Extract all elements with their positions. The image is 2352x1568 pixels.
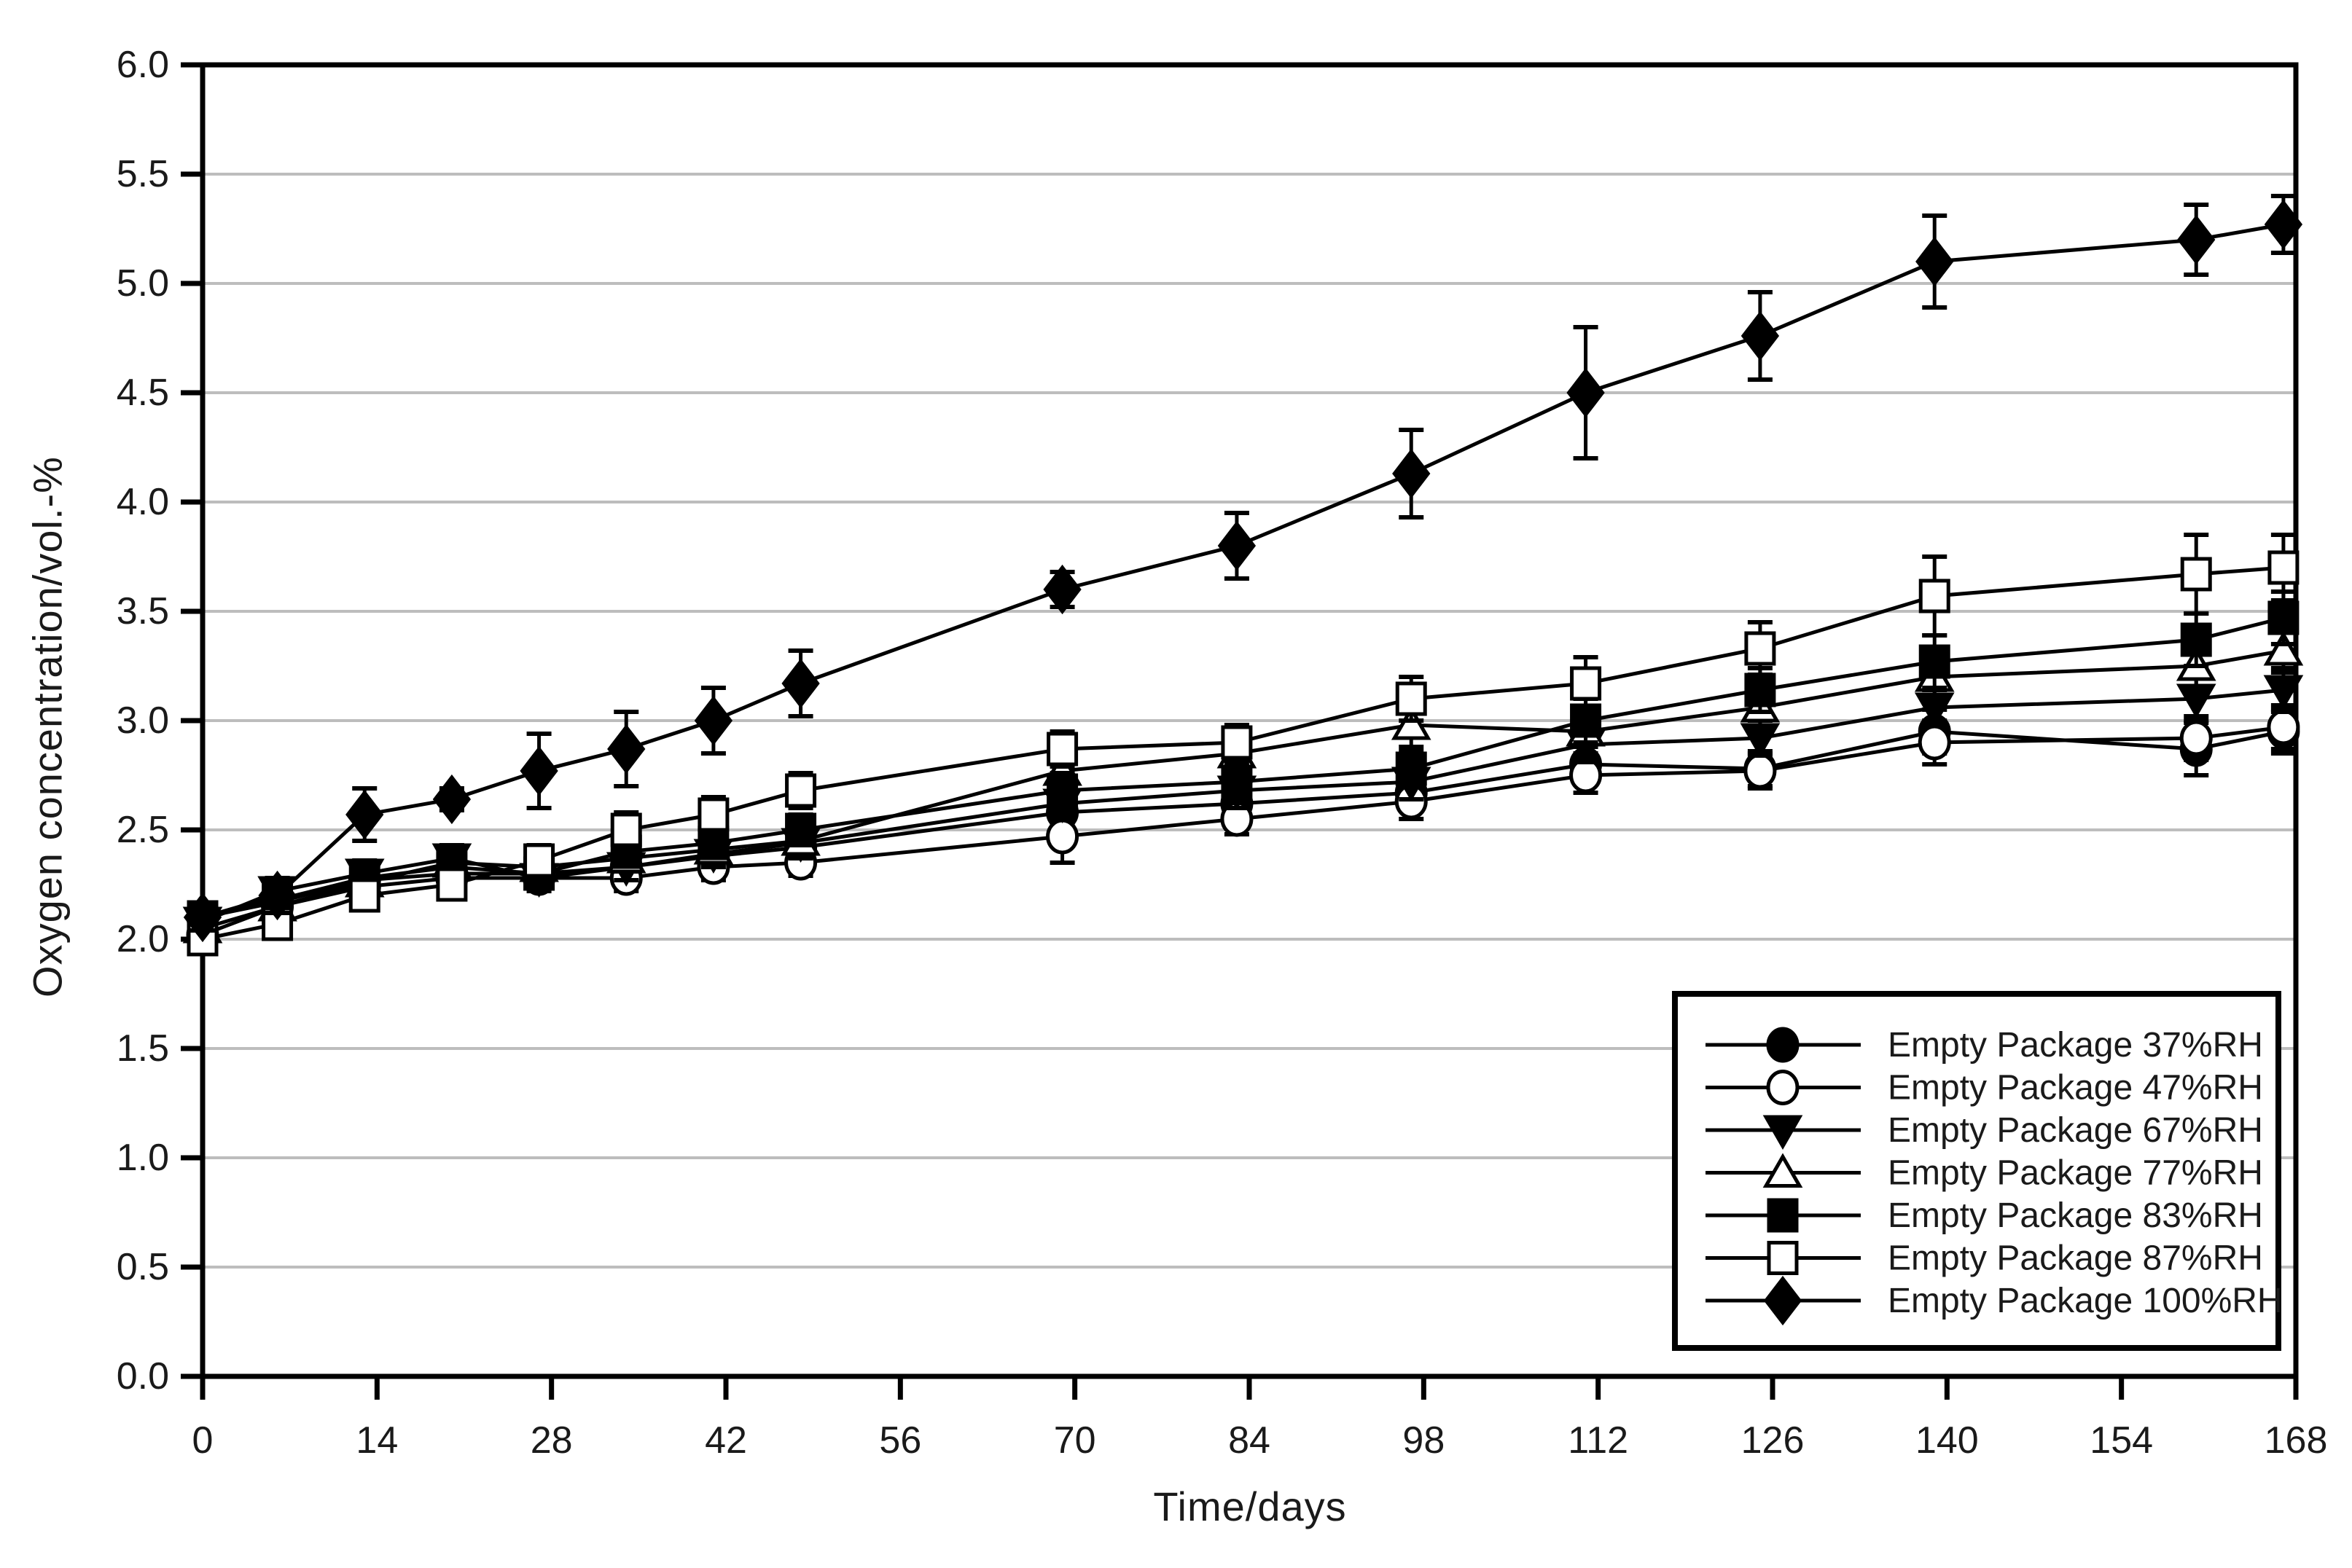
y-tick-label: 5.5 [117, 153, 169, 195]
y-tick-label: 3.0 [117, 699, 169, 742]
y-tick-label: 1.0 [117, 1137, 169, 1179]
x-tick-label: 154 [2090, 1419, 2153, 1462]
y-tick-label: 1.5 [117, 1027, 169, 1070]
x-tick-label: 140 [1915, 1419, 1979, 1462]
x-tick-label: 84 [1228, 1419, 1270, 1462]
y-tick-label: 0.0 [117, 1355, 169, 1398]
y-axis-title: Oxygen concentration/vol.-% [24, 456, 71, 997]
legend-item: Empty Package 47%RH [1706, 1069, 2263, 1108]
legend-label: Empty Package 47%RH [1888, 1069, 2263, 1108]
y-tick-label: 2.0 [117, 918, 169, 960]
x-tick-label: 28 [531, 1419, 573, 1462]
legend-item: Empty Package 87%RH [1706, 1239, 2263, 1278]
y-tick-label: 3.5 [117, 590, 169, 632]
y-tick-label: 0.5 [117, 1246, 169, 1288]
y-tick-label: 2.5 [117, 809, 169, 851]
legend-label: Empty Package 100%RH [1888, 1282, 2283, 1320]
legend-label: Empty Package 37%RH [1888, 1026, 2263, 1065]
x-tick-label: 56 [879, 1419, 921, 1462]
x-tick-label: 14 [356, 1419, 398, 1462]
y-tick-label: 4.0 [117, 481, 169, 523]
x-tick-label: 42 [705, 1419, 747, 1462]
y-tick-label: 5.0 [117, 262, 169, 305]
legend-label: Empty Package 77%RH [1888, 1154, 2263, 1193]
x-tick-label: 70 [1054, 1419, 1096, 1462]
x-tick-label: 112 [1568, 1419, 1628, 1462]
series-empty-package-87-rh [187, 533, 2300, 957]
legend-item: Empty Package 37%RH [1706, 1026, 2263, 1065]
legend-label: Empty Package 83%RH [1888, 1196, 2263, 1235]
x-tick-label: 126 [1741, 1419, 1805, 1462]
x-tick-label: 98 [1402, 1419, 1445, 1462]
x-tick-label: 0 [192, 1419, 214, 1462]
series-empty-package-100-rh [183, 194, 2303, 943]
legend-item: Empty Package 77%RH [1706, 1153, 2263, 1193]
legend-item: Empty Package 100%RH [1706, 1275, 2283, 1326]
y-tick-label: 6.0 [117, 44, 169, 86]
legend-label: Empty Package 87%RH [1888, 1239, 2263, 1278]
x-tick-label: 168 [2265, 1419, 2328, 1462]
legend-label: Empty Package 67%RH [1888, 1111, 2263, 1150]
y-tick-label: 4.5 [117, 372, 169, 414]
x-axis-title: Time/days [1153, 1483, 1347, 1529]
legend-item: Empty Package 83%RH [1706, 1196, 2263, 1235]
legend-item: Empty Package 67%RH [1706, 1111, 2263, 1150]
